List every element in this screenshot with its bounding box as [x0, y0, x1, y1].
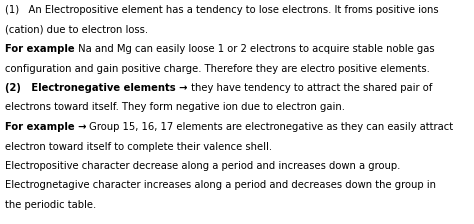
Text: they have tendency to attract the shared pair of: they have tendency to attract the shared… [188, 83, 432, 93]
Text: configuration and gain positive charge. Therefore they are electro positive elem: configuration and gain positive charge. … [5, 63, 430, 73]
Text: electrons toward itself. They form negative ion due to electron gain.: electrons toward itself. They form negat… [5, 103, 345, 112]
Text: Group 15, 16, 17 elements are electronegative as they can easily attract: Group 15, 16, 17 elements are electroneg… [86, 122, 454, 132]
Text: For example: For example [5, 44, 74, 54]
Text: electron toward itself to complete their valence shell.: electron toward itself to complete their… [5, 142, 272, 151]
Text: (2)   Electronegative elements →: (2) Electronegative elements → [5, 83, 188, 93]
Text: Electrognetagive character increases along a period and decreases down the group: Electrognetagive character increases alo… [5, 181, 436, 190]
Text: (1)   An Electropositive element has a tendency to lose electrons. It froms posi: (1) An Electropositive element has a ten… [5, 5, 438, 15]
Text: the periodic table.: the periodic table. [5, 200, 96, 210]
Text: Electropositive character decrease along a period and increases down a group.: Electropositive character decrease along… [5, 161, 401, 171]
Text: (cation) due to electron loss.: (cation) due to electron loss. [5, 24, 148, 34]
Text: Na and Mg can easily loose 1 or 2 electrons to acquire stable noble gas: Na and Mg can easily loose 1 or 2 electr… [74, 44, 434, 54]
Text: For example →: For example → [5, 122, 86, 132]
